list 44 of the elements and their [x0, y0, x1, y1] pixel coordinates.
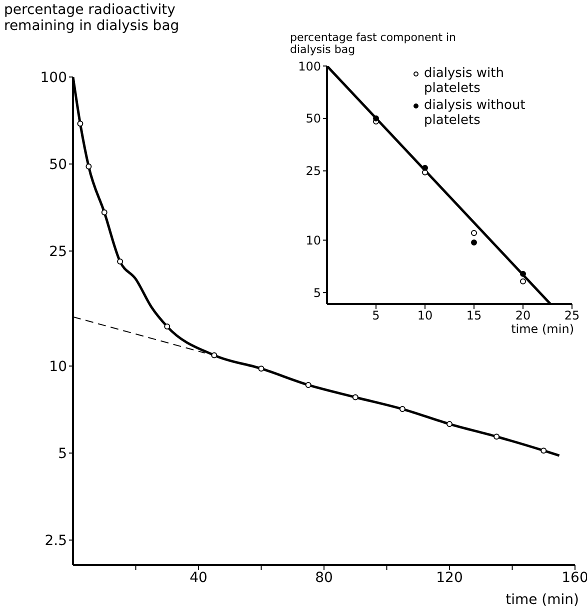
point [422, 164, 428, 171]
point [117, 258, 124, 264]
point [520, 270, 526, 277]
point [211, 352, 218, 358]
point [305, 382, 312, 388]
x-tick-label: 5 [372, 308, 380, 323]
y-tick-label: 50 [49, 156, 67, 173]
point [101, 209, 108, 216]
point [373, 115, 379, 122]
x-tick-label: 15 [466, 308, 482, 323]
point [258, 366, 264, 372]
point [446, 421, 452, 428]
point [86, 164, 92, 170]
x-tick-label: 160 [562, 570, 587, 586]
y-tick-label: 25 [49, 244, 67, 260]
point [399, 406, 406, 412]
x-tick-label: 20 [515, 308, 531, 323]
y-tick-label: 100 [40, 70, 67, 86]
y-tick-label: 5 [313, 286, 321, 300]
x-tick-label: 10 [417, 308, 433, 323]
point [471, 230, 477, 236]
y-tick-label: 2.5 [44, 533, 67, 550]
y-axis-title: percentage radioactivity remaining in dialysis bag [4, 2, 180, 34]
point [352, 394, 358, 400]
x-tick-label: 40 [190, 570, 208, 586]
point [471, 239, 477, 246]
y-axis-title: percentage fast component in dialysis bag [290, 31, 458, 56]
y-tick-label: 100 [298, 59, 321, 74]
point [520, 278, 526, 284]
y-tick-label: 10 [49, 359, 67, 376]
y-tick-label: 25 [306, 164, 321, 178]
point [164, 324, 170, 330]
legend-label: dialysis without platelets [424, 98, 526, 128]
x-axis-title: time (min) [511, 322, 574, 336]
x-tick-label: 120 [436, 570, 463, 586]
x-tick-label: 25 [564, 308, 580, 323]
y-tick-label: 10 [306, 233, 321, 248]
point [540, 448, 547, 454]
point [77, 120, 84, 127]
point [494, 434, 500, 440]
x-axis-title: time (min) [506, 592, 579, 608]
y-tick-label: 5 [58, 446, 67, 462]
x-tick-label: 80 [315, 570, 333, 586]
y-tick-label: 50 [306, 112, 321, 126]
